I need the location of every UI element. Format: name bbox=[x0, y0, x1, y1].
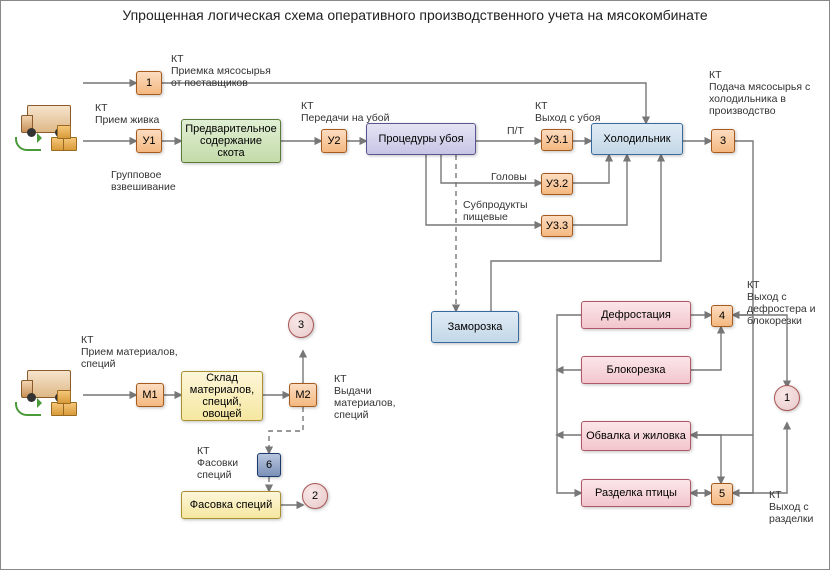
checkpoint-node: М2 bbox=[289, 383, 317, 407]
flow-edge bbox=[573, 155, 609, 183]
annotation-label: Субпродукты пищевые bbox=[463, 199, 528, 223]
diagram-title: Упрощенная логическая схема оперативного… bbox=[1, 7, 829, 23]
process-node: Блокорезка bbox=[581, 356, 691, 384]
checkpoint-node: 6 bbox=[257, 453, 281, 477]
checkpoint-node: У2 bbox=[321, 129, 347, 153]
checkpoint-node: 3 bbox=[711, 129, 735, 153]
checkpoint-node: 1 bbox=[136, 71, 162, 95]
process-node: Процедуры убоя bbox=[366, 123, 476, 155]
annotation-label: КТ Фасовки специй bbox=[197, 445, 238, 481]
annotation-label: КТ Выход с разделки bbox=[769, 489, 813, 525]
process-node: Предварительное содержание скота bbox=[181, 119, 281, 163]
checkpoint-node: 5 bbox=[711, 483, 733, 505]
checkpoint-node: У3.2 bbox=[541, 173, 573, 195]
checkpoint-node: 4 bbox=[711, 305, 733, 327]
flow-edge bbox=[269, 407, 303, 453]
checkpoint-node: М1 bbox=[136, 383, 164, 407]
checkpoint-node: У3.1 bbox=[541, 129, 573, 151]
flow-edge bbox=[733, 423, 787, 493]
process-node: Холодильник bbox=[591, 123, 683, 155]
truck-icon bbox=[21, 101, 81, 151]
diagram-canvas: Упрощенная логическая схема оперативного… bbox=[0, 0, 830, 570]
connector-circle: 2 bbox=[302, 483, 328, 509]
annotation-label: КТ Выдачи материалов, специй bbox=[334, 373, 395, 421]
process-node: Заморозка bbox=[431, 311, 519, 343]
truck-icon bbox=[21, 366, 81, 416]
annotation-label: Групповое взвешивание bbox=[111, 169, 176, 193]
process-node: Обвалка и жиловка bbox=[581, 421, 691, 451]
flow-edge bbox=[573, 155, 627, 225]
connector-circle: 3 bbox=[288, 312, 314, 338]
connector-circle: 1 bbox=[774, 385, 800, 411]
annotation-label: КТ Выход с дефростера и блокорезки bbox=[747, 279, 816, 327]
annotation-label: КТ Прием материалов, специй bbox=[81, 334, 178, 370]
flow-edge bbox=[691, 327, 721, 370]
flow-edge bbox=[557, 315, 581, 493]
edges-layer bbox=[1, 1, 830, 571]
checkpoint-node: У1 bbox=[136, 129, 162, 153]
flow-edge bbox=[691, 435, 721, 483]
process-node: Склад материалов, специй, овощей bbox=[181, 371, 263, 421]
process-node: Дефростация bbox=[581, 301, 691, 329]
annotation-label: КТ Приемка мясосырья от поставщиков bbox=[171, 53, 271, 89]
annotation-label: Головы bbox=[491, 171, 527, 183]
process-node: Разделка птицы bbox=[581, 479, 691, 507]
process-node: Фасовка специй bbox=[181, 491, 281, 519]
annotation-label: КТ Выход с убоя bbox=[535, 100, 600, 124]
annotation-label: КТ Подача мясосырья с холодильника в про… bbox=[709, 69, 810, 117]
checkpoint-node: У3.3 bbox=[541, 215, 573, 237]
annotation-label: П/Т bbox=[507, 125, 524, 137]
annotation-label: КТ Передачи на убой bbox=[301, 100, 389, 124]
annotation-label: КТ Прием живка bbox=[95, 102, 159, 126]
